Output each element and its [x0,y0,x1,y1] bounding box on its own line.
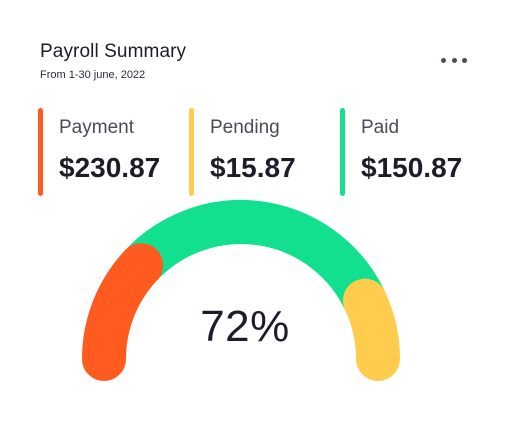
gauge-percentage: 72% [200,302,290,351]
card-title: Payroll Summary [40,41,187,62]
gauge-segment-paid [119,200,387,323]
gauge-segment-payment [82,243,164,381]
stat-label: Payment [59,117,134,138]
stat-value: $150.87 [361,152,463,183]
pending-color-bar [189,108,194,196]
date-range: From 1-30 june, 2022 [40,69,146,81]
stat-value: $15.87 [210,152,296,183]
more-horizontal-icon [441,57,446,63]
payment-color-bar [38,108,43,196]
paid-color-bar [340,108,345,196]
stat-value: $230.87 [59,152,161,183]
more-options-button[interactable] [441,52,467,68]
stat-label: Pending [210,117,280,138]
gauge-segment-pending [342,278,400,381]
stat-label: Paid [361,117,400,138]
